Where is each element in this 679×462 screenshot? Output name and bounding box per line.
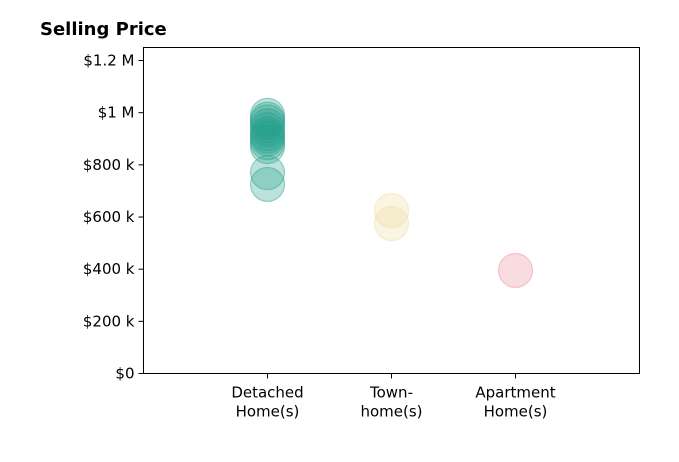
x-tick-label: Detached Home(s) bbox=[231, 384, 303, 421]
chart-title: Selling Price bbox=[40, 19, 167, 40]
y-tick-label: $800 k bbox=[83, 156, 135, 174]
data-point bbox=[249, 125, 286, 161]
y-axis: $0 $200 k $400 k $600 k $800 k $1 M $1.2 M bbox=[83, 52, 144, 383]
x-tick-label-line: home(s) bbox=[360, 403, 422, 421]
y-tick-label: $400 k bbox=[83, 260, 135, 278]
y-tick-label: $1.2 M bbox=[83, 52, 134, 70]
y-tick-label: $200 k bbox=[83, 312, 135, 330]
data-point bbox=[249, 112, 286, 148]
data-point bbox=[249, 129, 286, 165]
x-tick-label: Apartment Home(s) bbox=[475, 384, 555, 421]
x-axis: Detached Home(s)Town-home(s)Apartment Home… bbox=[231, 373, 556, 421]
x-tick-label: Town-home(s) bbox=[360, 384, 422, 421]
data-point bbox=[249, 155, 286, 191]
data-point bbox=[249, 108, 286, 144]
data-point bbox=[373, 192, 410, 229]
data-point bbox=[497, 252, 534, 289]
x-tick-label-line: Home(s) bbox=[484, 403, 548, 421]
data-point bbox=[249, 166, 286, 203]
x-tick-label-line: Apartment bbox=[475, 384, 555, 402]
data-point bbox=[249, 115, 286, 152]
data-point bbox=[249, 97, 286, 133]
data-points bbox=[249, 97, 534, 289]
y-tick-label: $1 M bbox=[98, 104, 135, 122]
x-tick-label-line: Detached bbox=[231, 384, 303, 402]
y-tick-label: $600 k bbox=[83, 208, 135, 226]
y-tick-label: $0 bbox=[115, 365, 134, 383]
x-tick-label-line: Town- bbox=[369, 384, 413, 402]
x-tick-label-line: Home(s) bbox=[236, 403, 300, 421]
data-point bbox=[249, 121, 286, 157]
data-point bbox=[249, 104, 286, 140]
data-point bbox=[249, 118, 286, 154]
data-point bbox=[373, 205, 410, 242]
data-point bbox=[249, 101, 286, 137]
